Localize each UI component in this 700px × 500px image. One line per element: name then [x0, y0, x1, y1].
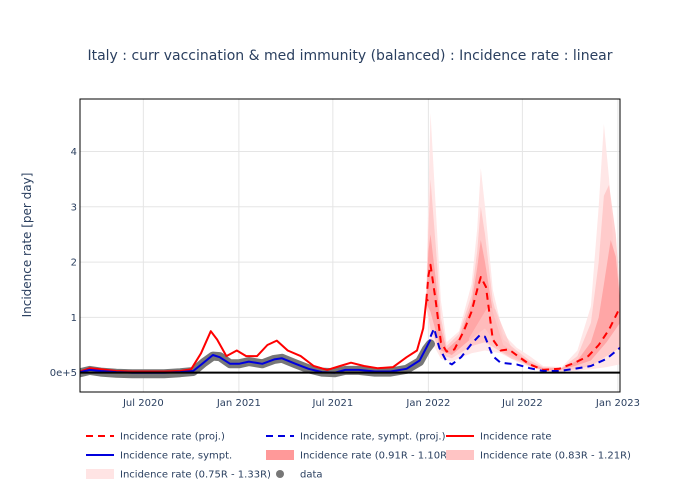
- chart-title: Italy : curr vaccination & med immunity …: [87, 48, 612, 64]
- y-axis-title: Incidence rate [per day]: [20, 173, 34, 318]
- legend-swatch: [446, 450, 474, 460]
- y-tick-label: 1: [71, 313, 77, 324]
- legend-label: Incidence rate: [480, 432, 552, 443]
- y-tick-label: 3: [71, 202, 77, 213]
- legend-label: data: [300, 470, 323, 481]
- legend-item: Incidence rate (0.91R - 1.10R): [266, 450, 451, 462]
- axis-ticks: 0e+5 1 2 3 4 Jul 2020 Jan 2021 Jul 2021 Jan 2022…: [50, 147, 640, 409]
- y-tick-label: 4: [71, 147, 77, 158]
- legend-item: Incidence rate (proj.): [86, 432, 225, 443]
- y-tick-label: 2: [71, 258, 77, 269]
- legend-label: Incidence rate (0.75R - 1.33R): [120, 470, 271, 481]
- legend-label: Incidence rate (0.83R - 1.21R): [480, 451, 631, 462]
- legend-label: Incidence rate (0.91R - 1.10R): [300, 451, 451, 462]
- x-tick-label: Jul 2020: [122, 398, 164, 409]
- legend: Incidence rate (proj.) Incidence rate, sy…: [86, 432, 631, 481]
- legend-item: Incidence rate (0.83R - 1.21R): [446, 450, 631, 462]
- band-band-mid-2: [468, 307, 522, 362]
- legend-label: Incidence rate (proj.): [120, 432, 225, 443]
- x-tick-label: Jul 2021: [312, 398, 354, 409]
- plot-frame: [79, 98, 621, 393]
- legend-label: Incidence rate, sympt.: [120, 451, 232, 462]
- x-tick-label: Jan 2021: [216, 398, 261, 409]
- x-tick-label: Jan 2022: [405, 398, 450, 409]
- series-incidence: [80, 298, 429, 373]
- series-proj: [425, 263, 620, 371]
- legend-label: Incidence rate, sympt. (proj.): [300, 432, 446, 443]
- legend-item: Incidence rate, sympt.: [86, 451, 232, 462]
- legend-item: data: [276, 470, 323, 481]
- legend-swatch: [86, 469, 114, 479]
- legend-item: Incidence rate (0.75R - 1.33R): [86, 469, 271, 481]
- x-tick-label: Jan 2023: [595, 398, 640, 409]
- legend-item: Incidence rate: [446, 432, 552, 443]
- legend-swatch: [276, 470, 284, 478]
- legend-swatch: [266, 450, 294, 460]
- legend-item: Incidence rate, sympt. (proj.): [266, 432, 446, 443]
- confidence-bands: [426, 112, 620, 372]
- y-tick-label: 0e+5: [50, 368, 77, 379]
- x-tick-label: Jul 2022: [501, 398, 543, 409]
